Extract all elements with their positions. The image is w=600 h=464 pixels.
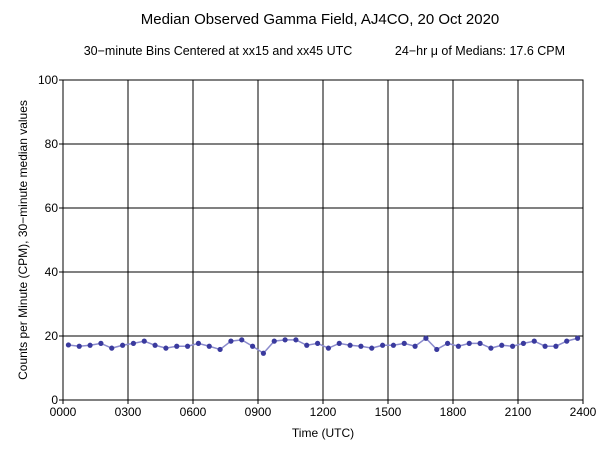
data-point [434, 346, 440, 353]
data-point [76, 343, 82, 349]
data-point [228, 338, 234, 344]
data-point [423, 335, 429, 341]
data-point [174, 343, 180, 349]
plot-frame [62, 79, 584, 401]
data-point [119, 342, 126, 348]
chart-subtitle-right: 24−hr μ of Medians: 17.6 CPM [395, 44, 565, 58]
x-tick-label: 1500 [375, 405, 402, 419]
data-point [282, 337, 288, 343]
data-point [152, 342, 158, 348]
data-point [184, 343, 191, 349]
data-point [336, 340, 342, 346]
data-point [531, 338, 537, 344]
data-point [271, 338, 277, 344]
data-point [499, 342, 505, 348]
data-point [401, 340, 407, 346]
data-point [130, 340, 137, 346]
x-tick-label: 1800 [440, 405, 467, 419]
data-point [542, 343, 548, 349]
data-point [314, 340, 321, 346]
data-point [325, 345, 332, 351]
data-point [444, 340, 451, 346]
chart-subtitle-left: 30−minute Bins Centered at xx15 and xx45… [84, 44, 353, 58]
data-point [65, 342, 72, 348]
data-point [293, 337, 299, 343]
data-point [163, 345, 169, 351]
x-tick-label: 0900 [245, 405, 272, 419]
data-point [455, 343, 462, 349]
data-point [509, 343, 516, 349]
data-point [98, 340, 104, 346]
data-point [369, 345, 375, 351]
x-tick-label: 2100 [505, 405, 532, 419]
x-tick-label: 1200 [310, 405, 337, 419]
y-tick-label: 20 [45, 329, 59, 343]
y-tick-label: 60 [45, 201, 59, 215]
tick-labels: 0000 0300 0600 0900 1200 1500 1800 2100 2400 0 20 4… [38, 73, 597, 419]
y-axis-label: Counts per Minute (CPM), 30−minute media… [16, 100, 30, 380]
y-tick-label: 80 [45, 137, 59, 151]
x-tick-label: 0300 [115, 405, 142, 419]
data-point [347, 342, 353, 348]
data-point [553, 343, 559, 349]
data-point [390, 342, 397, 348]
data-point [217, 346, 223, 353]
data-point [520, 340, 527, 346]
chart-title: Median Observed Gamma Field, AJ4CO, 20 O… [141, 11, 500, 28]
data-point [206, 343, 212, 349]
data-point [260, 350, 267, 356]
data-point [477, 340, 483, 346]
y-tick-label: 40 [45, 265, 59, 279]
data-point [109, 345, 115, 351]
data-point [239, 337, 245, 343]
data-point [195, 340, 202, 346]
data-point [87, 342, 93, 348]
y-tick-label: 0 [51, 393, 58, 407]
y-tick-label: 100 [38, 73, 58, 87]
data-point [249, 343, 256, 349]
x-tick-label: 0000 [50, 405, 77, 419]
data-point [564, 338, 570, 344]
grid [59, 79, 584, 404]
data-point [488, 345, 494, 351]
x-tick-label: 2400 [570, 405, 597, 419]
x-tick-label: 0600 [180, 405, 207, 419]
data-point [358, 343, 364, 349]
data-point [304, 342, 310, 348]
series [65, 335, 581, 356]
data-point [412, 343, 418, 349]
data-point [574, 335, 581, 341]
x-axis-label: Time (UTC) [292, 426, 354, 440]
data-point [141, 338, 147, 344]
data-point [466, 340, 472, 346]
data-point [379, 342, 386, 348]
